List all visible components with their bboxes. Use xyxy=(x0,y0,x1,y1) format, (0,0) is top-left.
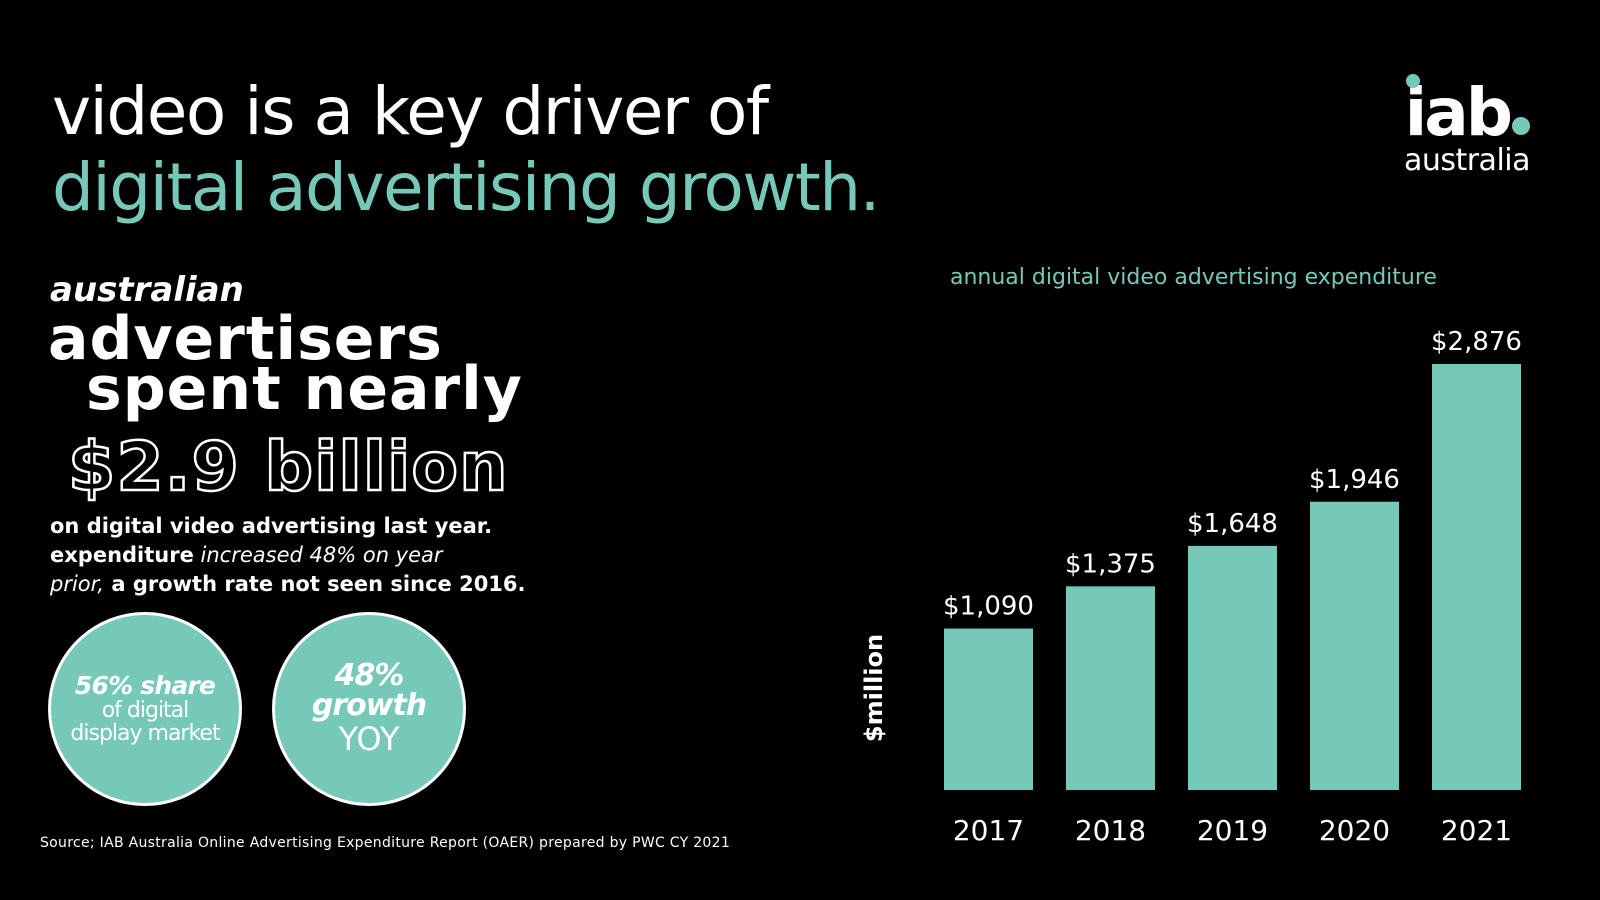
data-label-2018: $1,375 xyxy=(1065,549,1156,579)
summary-amount: $2.9 billion xyxy=(67,428,509,507)
summary-small-heading: australian xyxy=(50,270,244,310)
y-axis-label: $million xyxy=(860,634,888,742)
bar-2017 xyxy=(944,628,1033,790)
logo-main-text: iab xyxy=(1404,74,1513,151)
growth-stat-word: growth xyxy=(311,688,427,723)
summary-body-line-2-bold: expenditure xyxy=(50,543,194,567)
share-stat-headline: 56% share xyxy=(74,671,216,700)
bar-2020 xyxy=(1310,501,1399,790)
summary-body-line-3-italic: prior, xyxy=(50,572,105,596)
bar-2021 xyxy=(1432,364,1521,790)
data-label-2017: $1,090 xyxy=(943,592,1034,622)
summary-body-line-1: on digital video advertising last year. xyxy=(50,514,493,538)
x-tick-label-2020: 2020 xyxy=(1319,814,1390,847)
summary-body-line-3: prior, a growth rate not seen since 2016… xyxy=(50,570,526,599)
source-note: Source; IAB Australia Online Advertising… xyxy=(40,835,731,851)
x-tick-label-2021: 2021 xyxy=(1441,814,1512,847)
logo-dot-icon xyxy=(1405,74,1420,88)
growth-stat-circle: 48% growth YOY xyxy=(272,612,466,806)
chart-title: annual digital video advertising expendi… xyxy=(950,265,1437,290)
summary-body-line-2-italic: increased 48% on year xyxy=(193,543,443,567)
data-label-2020: $1,946 xyxy=(1309,465,1400,495)
bar-2018 xyxy=(1066,586,1155,790)
data-label-2019: $1,648 xyxy=(1187,509,1278,539)
growth-stat-percent: 48% xyxy=(334,658,405,693)
iab-australia-logo: iab australia xyxy=(1403,74,1531,178)
share-stat-line-1: of digital xyxy=(101,698,190,723)
share-stat-line-2: display market xyxy=(70,721,220,746)
summary-body: on digital video advertising last year. … xyxy=(50,512,526,599)
headline-line-2: digital advertising growth. xyxy=(52,149,881,226)
logo-period-icon xyxy=(1512,117,1530,135)
data-label-2021: $2,876 xyxy=(1431,327,1522,357)
share-stat-circle: 56% share of digital display market xyxy=(48,612,242,806)
summary-big-heading-1: advertisers xyxy=(48,304,443,374)
logo-sub-text: australia xyxy=(1403,143,1531,178)
summary-big-heading-2: spent nearly xyxy=(86,354,523,424)
x-tick-label-2018: 2018 xyxy=(1075,814,1146,847)
x-tick-label-2017: 2017 xyxy=(953,814,1024,847)
headline-line-1: video is a key driver of xyxy=(52,73,769,150)
summary-body-line-3-bold: a growth rate not seen since 2016. xyxy=(104,572,526,596)
x-tick-label-2019: 2019 xyxy=(1197,814,1268,847)
growth-stat-yoy: YOY xyxy=(338,720,400,758)
summary-body-line-2: expenditure increased 48% on year xyxy=(50,541,526,570)
bar-2019 xyxy=(1188,545,1277,790)
